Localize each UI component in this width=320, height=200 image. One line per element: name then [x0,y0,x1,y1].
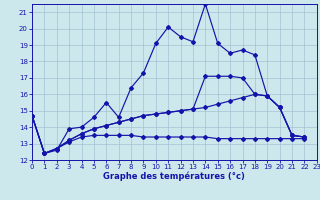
X-axis label: Graphe des températures (°c): Graphe des températures (°c) [103,172,245,181]
